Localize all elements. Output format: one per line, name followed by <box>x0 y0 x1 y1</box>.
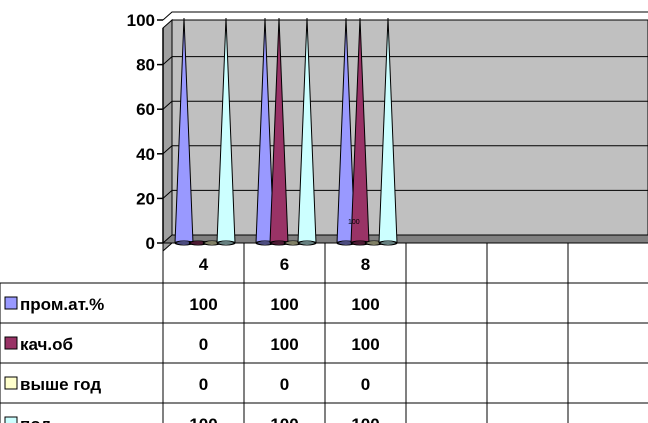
y-tick-label: 80 <box>136 56 155 75</box>
y-axis: 0 20 40 60 80 100 <box>127 11 164 253</box>
legend-swatch <box>4 416 18 423</box>
table-cell: 100 <box>270 335 298 354</box>
gridline <box>162 11 648 21</box>
table-cell: 100 <box>351 295 379 314</box>
y-tick-label: 60 <box>136 100 155 119</box>
table-cell: 100 <box>351 335 379 354</box>
plot-floor <box>163 235 648 243</box>
table-cell: 0 <box>361 375 370 394</box>
legend-swatch <box>4 296 18 310</box>
plot-side-wall <box>162 18 173 253</box>
y-tick-label: 20 <box>136 189 155 208</box>
table-cell: 0 <box>280 375 289 394</box>
category-label: 8 <box>361 255 370 274</box>
table-cell: 100 <box>189 295 217 314</box>
gridline <box>162 145 648 155</box>
series-name: кач.об <box>20 335 73 354</box>
category-label: 4 <box>199 255 209 274</box>
table-cell: 100 <box>270 415 298 423</box>
table-cell: 100 <box>270 295 298 314</box>
y-tick-label: 40 <box>136 145 155 164</box>
table-cell: 0 <box>199 335 208 354</box>
gridline <box>162 100 648 110</box>
plot-area <box>162 11 648 253</box>
plot-back-wall <box>171 19 648 244</box>
y-tick-label: 100 <box>127 11 155 30</box>
table-cell: 0 <box>199 375 208 394</box>
table-cell: 100 <box>351 415 379 423</box>
legend-swatch <box>4 336 18 350</box>
gridline <box>162 189 648 199</box>
table-cell: 100 <box>189 415 217 423</box>
gridline <box>162 56 648 65</box>
cone-series-group: 100 <box>174 17 398 246</box>
series-name: под. <box>20 415 56 423</box>
series-name: выше год <box>20 375 101 394</box>
data-label: 100 <box>348 219 360 226</box>
legend-swatch <box>4 376 18 390</box>
series-name: пром.ат.% <box>20 295 104 314</box>
data-table: 4 6 8 пром.ат.% 100 100 100 кач.об 0 100 100 выше г… <box>0 242 648 423</box>
gridline <box>162 234 648 244</box>
category-label: 6 <box>280 255 289 274</box>
y-tick-label: 0 <box>146 234 155 253</box>
